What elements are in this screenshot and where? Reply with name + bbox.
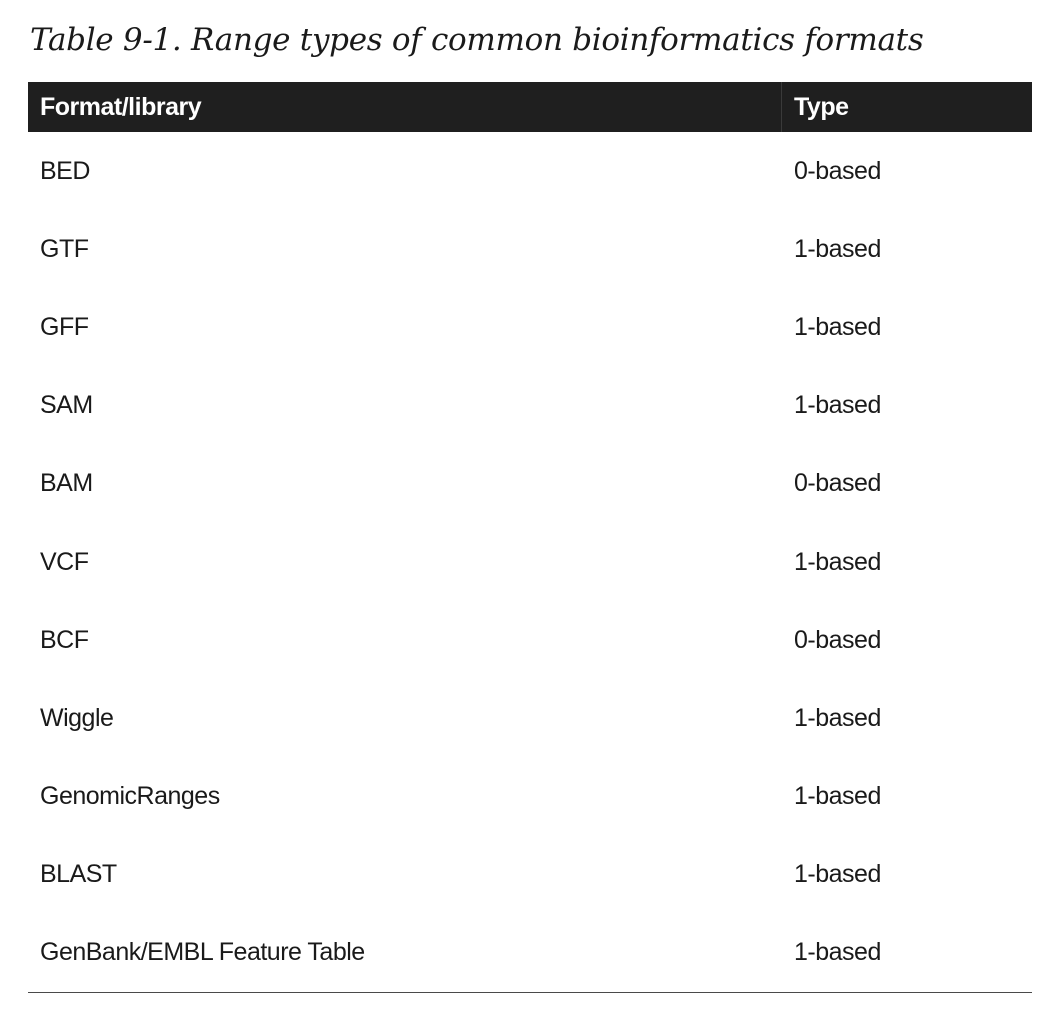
type-cell: 1-based [794,703,881,732]
type-cell: 1-based [794,547,881,576]
type-cell: 0-based [794,625,881,654]
type-cell: 1-based [794,938,881,967]
format-cell: SAM [40,391,93,420]
table-row: BAM 0-based [28,445,1032,523]
table-body: BED 0-based GTF 1-based GFF 1-based SAM … [28,132,1032,992]
table-row: GenBank/EMBL Feature Table 1-based [28,914,1032,992]
table-row: VCF 1-based [28,523,1032,601]
header-format-library: Format/library [28,82,782,132]
type-cell: 0-based [794,156,881,185]
format-cell: BLAST [40,860,117,889]
range-types-table: Format/library Type BED 0-based GTF 1-ba… [28,82,1032,994]
type-cell: 0-based [794,469,881,498]
format-cell: GenomicRanges [40,782,220,811]
format-cell: Wiggle [40,703,114,732]
table-row: GTF 1-based [28,210,1032,288]
format-cell: GTF [40,234,89,263]
table-row: BCF 0-based [28,601,1032,679]
type-cell: 1-based [794,860,881,889]
table-caption: Table 9-1. Range types of common bioinfo… [30,22,924,58]
type-cell: 1-based [794,782,881,811]
format-cell: BAM [40,469,93,498]
type-cell: 1-based [794,234,881,263]
format-cell: BED [40,156,90,185]
header-type: Type [794,92,849,121]
table-row: BLAST 1-based [28,836,1032,914]
format-cell: GenBank/EMBL Feature Table [40,938,365,967]
type-cell: 1-based [794,312,881,341]
format-cell: GFF [40,312,89,341]
type-cell: 1-based [794,391,881,420]
table-header-row: Format/library Type [28,82,1032,132]
format-cell: BCF [40,625,89,654]
table-row: SAM 1-based [28,367,1032,445]
table-row: GFF 1-based [28,288,1032,366]
table-row: Wiggle 1-based [28,679,1032,757]
table-row: GenomicRanges 1-based [28,758,1032,836]
format-cell: VCF [40,547,89,576]
table-row: BED 0-based [28,132,1032,210]
